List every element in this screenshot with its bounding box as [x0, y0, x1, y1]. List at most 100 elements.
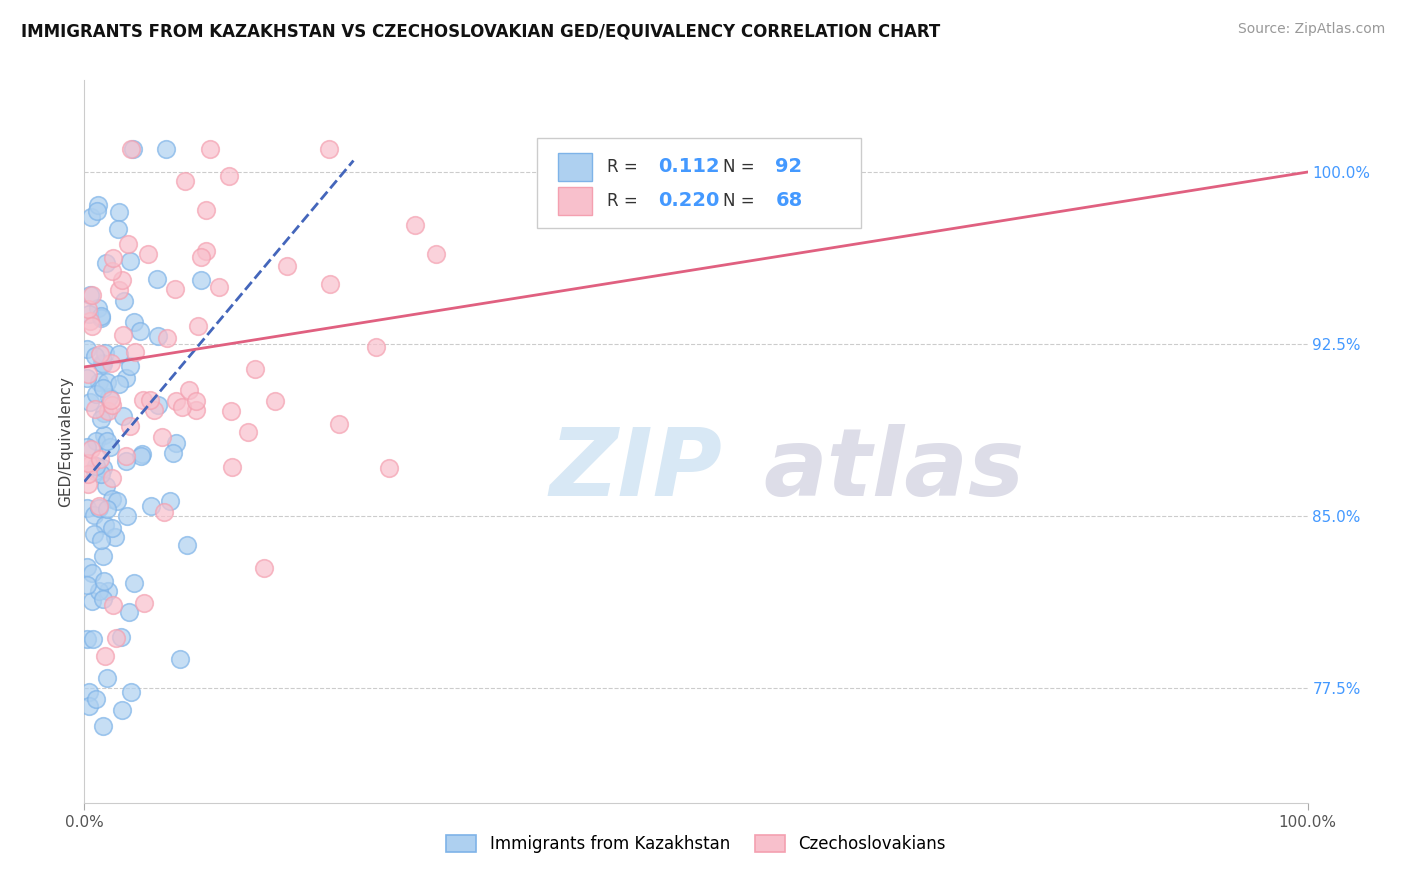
- Point: [97, 390, 120, 404]
- Point: [190, 251, 212, 265]
- Point: [120, 142, 142, 156]
- Point: [139, 392, 162, 407]
- Point: [198, 142, 221, 156]
- Point: [96, 501, 118, 516]
- Point: [108, 377, 131, 392]
- Point: [96, 375, 118, 389]
- Point: [93, 428, 115, 442]
- Point: [83, 508, 105, 522]
- Point: [425, 246, 447, 260]
- Point: [319, 277, 342, 291]
- Point: [120, 684, 142, 698]
- Point: [84, 349, 107, 363]
- Point: [129, 324, 152, 338]
- Point: [90, 533, 112, 547]
- Point: [93, 406, 115, 420]
- Point: [111, 273, 134, 287]
- Point: [101, 398, 124, 412]
- FancyBboxPatch shape: [537, 138, 860, 228]
- Point: [276, 259, 298, 273]
- Point: [165, 282, 187, 296]
- Point: [80, 566, 103, 581]
- Text: ZIP: ZIP: [550, 425, 723, 516]
- Point: [91, 591, 114, 606]
- Point: [107, 221, 129, 235]
- Point: [238, 425, 260, 439]
- Point: [87, 583, 110, 598]
- Point: [90, 467, 112, 481]
- Point: [91, 549, 114, 564]
- Point: [177, 383, 200, 397]
- Point: [76, 371, 98, 385]
- Point: [100, 392, 122, 407]
- Point: [93, 574, 115, 588]
- Point: [165, 435, 187, 450]
- Point: [76, 500, 98, 515]
- Point: [82, 632, 104, 647]
- Point: [195, 244, 218, 258]
- Point: [100, 356, 122, 370]
- Point: [187, 318, 209, 333]
- Point: [122, 142, 145, 156]
- Point: [118, 359, 141, 373]
- Point: [101, 521, 124, 535]
- Point: [90, 310, 112, 325]
- Legend: Immigrants from Kazakhstan, Czechoslovakians: Immigrants from Kazakhstan, Czechoslovak…: [440, 828, 952, 860]
- Point: [77, 698, 100, 713]
- Point: [108, 205, 131, 219]
- Point: [97, 584, 120, 599]
- Point: [118, 605, 141, 619]
- Text: 0.112: 0.112: [658, 158, 720, 177]
- Point: [146, 328, 169, 343]
- Point: [170, 400, 193, 414]
- Point: [118, 418, 141, 433]
- Point: [114, 454, 136, 468]
- Point: [195, 203, 218, 218]
- Point: [136, 247, 159, 261]
- Point: [252, 561, 274, 575]
- Point: [364, 340, 387, 354]
- Point: [84, 434, 107, 448]
- Point: [155, 142, 177, 156]
- Point: [328, 417, 350, 431]
- Point: [218, 169, 240, 183]
- Point: [219, 403, 242, 417]
- Point: [94, 256, 117, 270]
- Point: [84, 458, 107, 473]
- FancyBboxPatch shape: [558, 153, 592, 181]
- Point: [143, 403, 166, 417]
- Point: [80, 288, 103, 302]
- Point: [87, 376, 110, 390]
- Point: [76, 559, 98, 574]
- Point: [101, 492, 124, 507]
- Point: [221, 460, 243, 475]
- Point: [105, 631, 128, 645]
- Point: [94, 478, 117, 492]
- Point: [79, 288, 101, 302]
- Point: [124, 344, 146, 359]
- Point: [77, 302, 100, 317]
- Point: [77, 467, 100, 482]
- Point: [86, 198, 108, 212]
- Point: [83, 464, 105, 478]
- Point: [131, 447, 153, 461]
- Point: [77, 476, 100, 491]
- Text: Source: ZipAtlas.com: Source: ZipAtlas.com: [1237, 22, 1385, 37]
- Point: [101, 263, 124, 277]
- Point: [89, 451, 111, 466]
- Point: [86, 692, 108, 706]
- Point: [76, 578, 98, 592]
- Text: N =: N =: [723, 192, 759, 210]
- Point: [162, 445, 184, 459]
- Point: [107, 347, 129, 361]
- Point: [104, 530, 127, 544]
- Point: [86, 203, 108, 218]
- Point: [159, 493, 181, 508]
- Point: [83, 402, 105, 417]
- Text: 68: 68: [776, 192, 803, 211]
- Point: [153, 505, 176, 519]
- Point: [87, 500, 110, 515]
- Point: [84, 387, 107, 401]
- Point: [80, 318, 103, 333]
- Text: R =: R =: [606, 192, 643, 210]
